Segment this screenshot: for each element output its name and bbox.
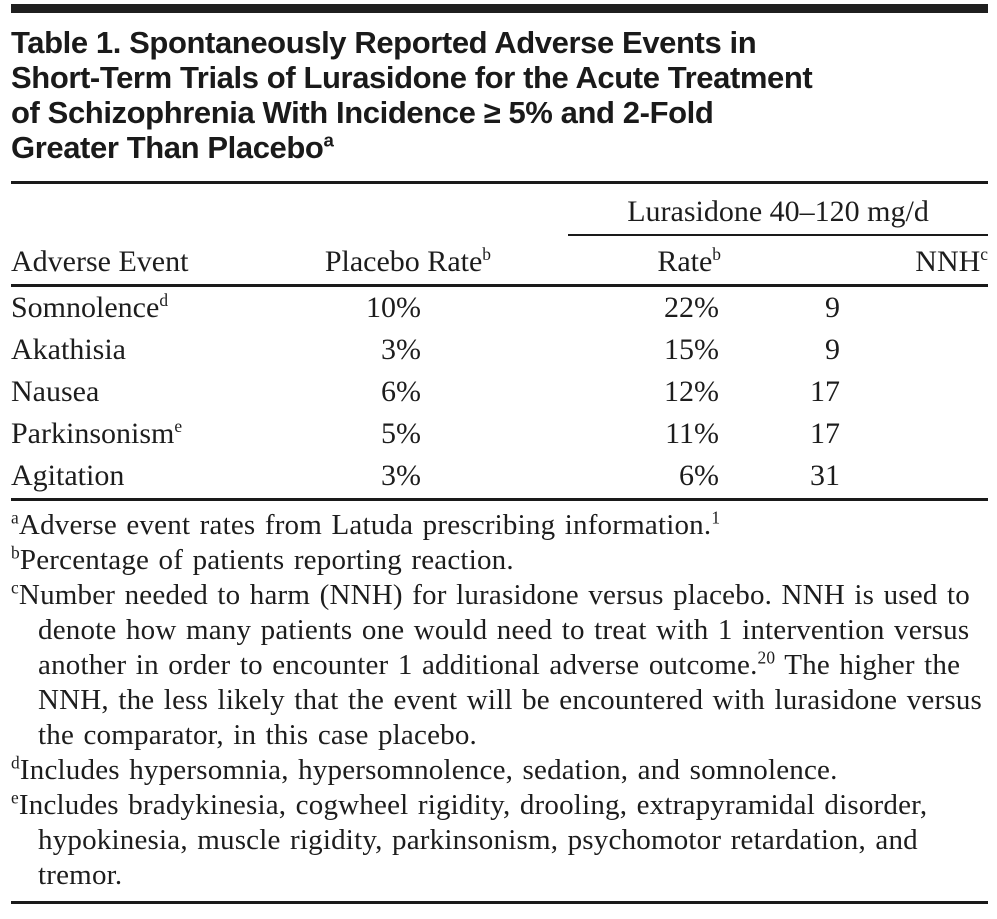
footnote-c-reference-marker: 20 [757, 647, 776, 668]
table-title: Table 1. Spontaneously Reported Adverse … [11, 25, 988, 165]
footnote-b: bPercentage of patients reporting reacti… [11, 543, 988, 578]
adverse-event-footnote-marker: e [174, 416, 183, 436]
footnote-c-marker: c [11, 577, 19, 598]
adverse-event-name: Nausea [11, 375, 100, 408]
adverse-event-name: Akathisia [11, 333, 126, 366]
footnote-a: aAdverse event rates from Latuda prescri… [11, 508, 988, 543]
footnote-e: eIncludes bradykinesia, cogwheel rigidit… [11, 788, 988, 893]
table-row-akathisia: Akathisia 3% 15% 9 [11, 329, 988, 371]
rate-cell: 6% [491, 455, 721, 501]
placebo-rate-cell: 3% [381, 333, 421, 366]
placebo-rate-cell: 10% [366, 291, 421, 324]
adverse-event-name: Agitation [11, 459, 125, 492]
group-header-label: Lurasidone 40–120 mg/d [568, 193, 989, 236]
nnh-cell: 17 [810, 375, 841, 408]
footnote-b-marker: b [11, 542, 20, 563]
nnh-cell: 9 [825, 333, 841, 366]
top-rule-bar [11, 4, 988, 13]
footnote-a-text: Adverse event rates from Latuda prescrib… [18, 509, 712, 541]
adverse-event-footnote-marker: d [159, 290, 169, 310]
bottom-divider-rule [11, 901, 988, 904]
column-header-placebo-rate-text: Placebo Rate [324, 245, 483, 278]
footnote-e-marker: e [11, 787, 19, 808]
column-header-placebo-rate: Placebo Rateb [241, 236, 491, 287]
footnote-c: cNumber needed to harm (NNH) for lurasid… [11, 578, 988, 753]
rate-cell: 15% [664, 333, 719, 366]
table-row-nausea: Nausea 6% 12% 17 [11, 371, 988, 413]
title-line-4: Greater Than Placeboa [11, 130, 988, 165]
adverse-events-table: Lurasidone 40–120 mg/d Adverse Event Pla… [11, 193, 989, 501]
title-line-1: Table 1. Spontaneously Reported Adverse … [11, 25, 757, 60]
nnh-cell: 17 [810, 417, 841, 450]
nnh-cell: 9 [825, 291, 841, 324]
title-divider-rule [11, 181, 988, 184]
table-row-parkinsonism: Parkinsonisme 5% 11% 17 [11, 413, 988, 455]
rate-footnote-marker: b [712, 244, 721, 264]
title-line-4-text: Greater Than Placebo [11, 130, 324, 165]
placebo-rate-cell: 6% [381, 375, 421, 408]
table-row-agitation: Agitation 3% 6% 31 [11, 455, 989, 501]
adverse-event-cell: Nausea [11, 371, 241, 413]
column-header-adverse-event: Adverse Event [11, 236, 241, 287]
title-line-2: Short-Term Trials of Lurasidone for the … [11, 60, 813, 95]
footnote-a-reference-marker: 1 [711, 507, 721, 528]
group-header-cell: Lurasidone 40–120 mg/d [491, 193, 989, 236]
footnote-b-text: Percentage of patients reporting reactio… [19, 544, 514, 576]
column-header-adverse-event-text: Adverse Event [11, 245, 189, 278]
footnote-c-text-1: Number needed to harm (NNH) for lurasido… [18, 579, 970, 681]
column-header-nnh-text: NNH [915, 245, 981, 278]
title-line-3: of Schizophrenia With Incidence ≥ 5% and… [11, 95, 714, 130]
rate-cell: 11% [665, 417, 719, 450]
rate-cell: 12% [664, 375, 719, 408]
nnh-footnote-marker: c [980, 244, 989, 264]
placebo-rate-footnote-marker: b [482, 244, 491, 264]
placebo-rate-cell: 3% [241, 455, 491, 501]
column-header-rate-text: Rate [657, 245, 713, 278]
adverse-event-cell: Agitation [11, 455, 241, 501]
adverse-event-cell: Parkinsonisme [11, 413, 241, 455]
table-row-somnolence: Somnolenced 10% 22% 9 [11, 286, 988, 330]
footnotes-block: aAdverse event rates from Latuda prescri… [11, 508, 988, 893]
footnote-d-marker: d [11, 752, 20, 773]
adverse-event-cell: Akathisia [11, 329, 241, 371]
rate-cell: 22% [664, 291, 719, 324]
footnote-e-text: Includes bradykinesia, cogwheel rigidity… [18, 789, 928, 891]
adverse-event-name: Somnolence [11, 291, 160, 324]
placebo-rate-cell: 5% [381, 417, 421, 450]
adverse-event-name: Parkinsonism [11, 417, 175, 450]
title-footnote-marker: a [323, 129, 334, 151]
column-header-rate: Rateb [491, 236, 721, 287]
group-header-spacer [11, 193, 491, 236]
footnote-d-text: Includes hypersomnia, hypersomnolence, s… [19, 754, 838, 786]
nnh-cell: 31 [721, 455, 989, 501]
footnote-a-marker: a [11, 507, 19, 528]
column-header-nnh: NNHc [721, 236, 989, 287]
group-header-row: Lurasidone 40–120 mg/d [11, 193, 989, 236]
column-header-row: Adverse Event Placebo Rateb Rateb NNHc [11, 236, 989, 287]
footnote-c-text-2: The higher the NNH, the less likely that… [38, 649, 983, 751]
adverse-event-cell: Somnolenced [11, 286, 241, 330]
footnote-d: dIncludes hypersomnia, hypersomnolence, … [11, 753, 988, 788]
